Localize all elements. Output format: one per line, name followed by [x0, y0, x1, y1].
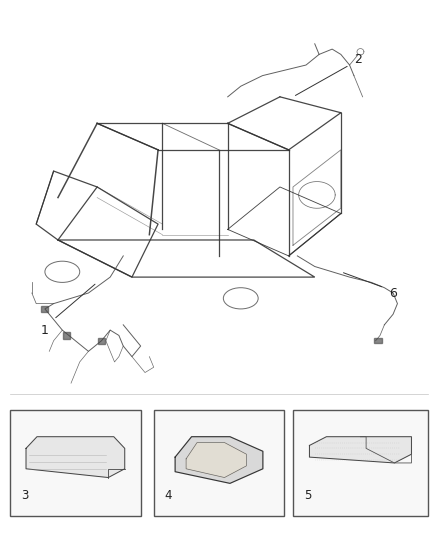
Bar: [374, 338, 382, 343]
Text: 1: 1: [41, 324, 49, 337]
Bar: [63, 332, 70, 338]
Polygon shape: [175, 437, 263, 483]
Text: 4: 4: [165, 489, 172, 503]
Text: 3: 3: [21, 489, 28, 503]
Polygon shape: [310, 437, 411, 463]
FancyBboxPatch shape: [293, 410, 428, 516]
Bar: [98, 337, 105, 344]
Text: 6: 6: [389, 287, 397, 300]
Polygon shape: [186, 442, 247, 478]
Text: 5: 5: [304, 489, 311, 503]
FancyBboxPatch shape: [10, 410, 141, 516]
FancyBboxPatch shape: [154, 410, 284, 516]
Text: 2: 2: [354, 53, 362, 66]
Polygon shape: [26, 437, 125, 478]
Bar: [42, 306, 48, 312]
